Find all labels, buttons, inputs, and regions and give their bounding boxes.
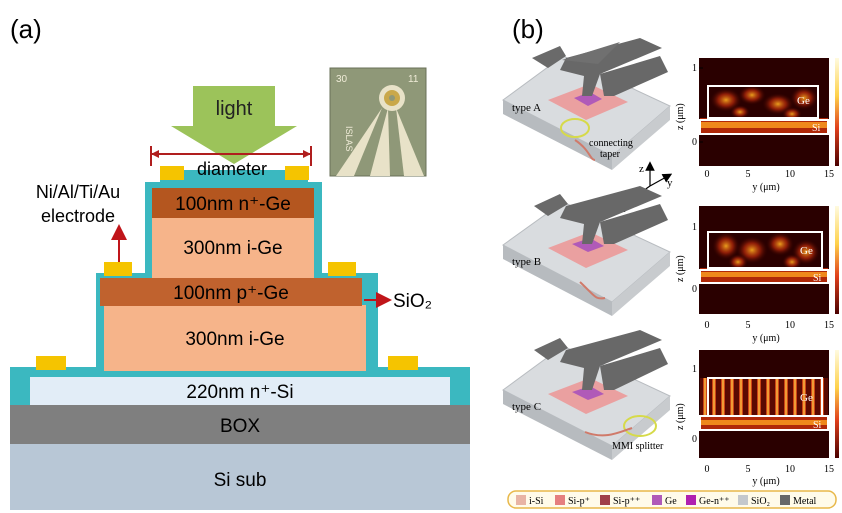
legend-swatch-i-si — [516, 495, 526, 505]
legend-swatch-sio2 — [738, 495, 748, 505]
axis-y-label: y — [667, 177, 673, 189]
legend-label-i-si: i-Si — [529, 496, 544, 507]
map3-ytick-1: 1 — [692, 364, 697, 375]
device-a-annotation-line2: taper — [600, 149, 621, 160]
electrode-mid-left — [104, 262, 132, 276]
si-n-layer — [30, 377, 450, 405]
field-map-3 — [699, 350, 839, 458]
map3-si-label: Si — [813, 420, 822, 431]
panel-a-label: (a) — [10, 14, 42, 44]
electrode-top-right — [285, 166, 309, 180]
map1-xtick-0: 0 — [705, 169, 710, 180]
legend-swatch-si-pp — [600, 495, 610, 505]
si-n-label: 220nm n⁺-Si — [186, 382, 293, 403]
map1-si-label: Si — [812, 123, 821, 134]
legend-label-metal: Metal — [793, 496, 817, 507]
map2-ge-label: Ge — [800, 245, 813, 257]
map3-xtick-5: 5 — [746, 464, 751, 475]
device-a-type-label: type A — [512, 102, 541, 114]
map2-xlabel: y (μm) — [752, 333, 779, 344]
electrode-bottom-right — [388, 356, 418, 370]
legend-swatch-ge — [652, 495, 662, 505]
legend-label-ge-n: Ge-n⁺⁺ — [699, 496, 730, 507]
inset-side-text: ISLAS — [344, 126, 354, 152]
inset-right-digits: 11 — [408, 74, 419, 85]
device-b-render — [502, 186, 671, 316]
ige-bottom-layer — [104, 305, 366, 371]
electrode-top-left — [160, 166, 184, 180]
si-sub-label: Si sub — [214, 470, 267, 491]
device-b-type-label: type B — [512, 256, 541, 268]
map2-ylabel: z (μm) — [675, 255, 686, 282]
ige-top-label: 300nm i-Ge — [183, 238, 282, 259]
device-c-render — [502, 330, 671, 460]
pge-label: 100nm p⁺-Ge — [173, 283, 289, 304]
box-layer — [10, 405, 470, 444]
map1-ylabel: z (μm) — [675, 103, 686, 130]
legend-label-ge: Ge — [665, 496, 677, 507]
diameter-label: diameter — [197, 159, 267, 179]
map1-xlabel: y (μm) — [752, 182, 779, 193]
box-label: BOX — [220, 416, 260, 437]
nge-label: 100nm n⁺-Ge — [175, 194, 291, 215]
legend-label-si-p: Si-p⁺ — [568, 496, 590, 507]
inset-left-digits: 30 — [336, 74, 348, 85]
map3-xlabel: y (μm) — [752, 476, 779, 487]
map1-xtick-10: 10 — [785, 169, 795, 180]
device-a-render — [502, 38, 671, 170]
field-map-1 — [699, 58, 839, 166]
light-arrow — [171, 86, 297, 164]
map2-xtick-10: 10 — [785, 320, 795, 331]
light-label: light — [216, 98, 253, 120]
legend-swatch-si-p — [555, 495, 565, 505]
ige-top-layer — [152, 218, 314, 278]
legend-swatch-ge-n — [686, 495, 696, 505]
map1-ytick-1: 1 — [692, 63, 697, 74]
map3-xtick-0: 0 — [705, 464, 710, 475]
map1-ytick-0: 0 — [692, 137, 697, 148]
device-a-annotation-line1: connecting — [589, 138, 633, 149]
device-c-annotation-line1: MMI splitter — [612, 441, 664, 452]
map2-xtick-0: 0 — [705, 320, 710, 331]
map3-ytick-0: 0 — [692, 434, 697, 445]
electrode-bottom-left — [36, 356, 66, 370]
panel-b-label: (b) — [512, 14, 544, 44]
nge-layer — [152, 188, 314, 218]
legend-label-sio2: SiO₂ — [751, 496, 770, 507]
si-sub-layer — [10, 444, 470, 510]
map2-ytick-0: 0 — [692, 284, 697, 295]
map1-xtick-15: 15 — [824, 169, 834, 180]
pge-layer — [100, 278, 362, 306]
map2-ytick-1: 1 — [692, 222, 697, 233]
electrode-label-line1: Ni/Al/Ti/Au — [36, 182, 120, 202]
map2-xtick-5: 5 — [746, 320, 751, 331]
diameter-indicator — [150, 146, 312, 166]
legend-swatch-metal — [780, 495, 790, 505]
electrode-label-line2: electrode — [41, 206, 115, 226]
panel-b: (b) type A connecting taper z y x — [502, 14, 839, 509]
map3-xtick-15: 15 — [824, 464, 834, 475]
map3-ylabel: z (μm) — [675, 403, 686, 430]
map3-xtick-10: 10 — [785, 464, 795, 475]
ige-bottom-label: 300nm i-Ge — [185, 329, 284, 350]
axis-z-label: z — [639, 163, 644, 175]
legend-label-si-pp: Si-p⁺⁺ — [613, 496, 640, 507]
sio2-label: SiO₂ — [393, 291, 432, 312]
map1-xtick-5: 5 — [746, 169, 751, 180]
field-map-2 — [699, 206, 839, 314]
material-legend: i-Si Si-p⁺ Si-p⁺⁺ Ge Ge-n⁺⁺ SiO₂ Metal — [507, 490, 837, 509]
map2-xtick-15: 15 — [824, 320, 834, 331]
electrode-mid-right — [328, 262, 356, 276]
panel-a: (a) Si sub BOX 220nm n⁺-Si 300nm i-Ge 10… — [10, 14, 470, 510]
device-micrograph-inset: 30 11 ISLAS — [329, 67, 427, 177]
device-c-type-label: type C — [512, 401, 541, 413]
map2-si-label: Si — [813, 273, 822, 284]
map1-ge-label: Ge — [797, 95, 810, 107]
map3-ge-label: Ge — [800, 392, 813, 404]
